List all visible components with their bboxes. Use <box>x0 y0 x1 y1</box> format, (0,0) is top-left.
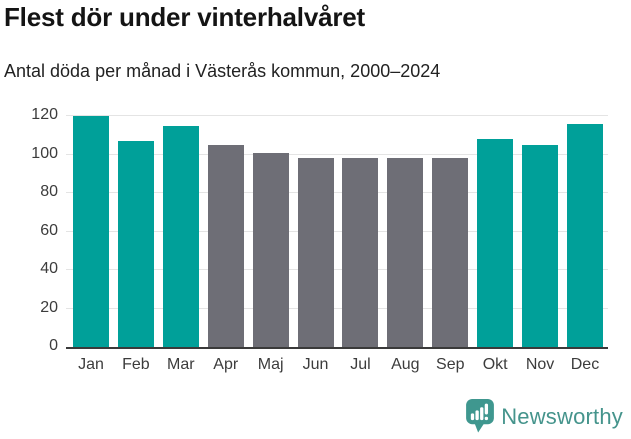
bar-sep <box>432 158 469 347</box>
bar-aug <box>387 158 424 347</box>
chart-subtitle: Antal döda per månad i Västerås kommun, … <box>4 61 441 81</box>
x-axis: Jan Feb Mar Apr Maj Jun Jul Aug Sep Okt Nov Dec <box>66 356 608 374</box>
gridline-20 <box>66 307 608 309</box>
bar-jun <box>297 158 334 347</box>
x-tick-label-sep: Sep <box>436 356 465 373</box>
x-tick-label-dec: Dec <box>570 356 600 373</box>
y-tick-label-20: 20 <box>40 298 58 316</box>
y-axis: 0 20 40 60 80 100 120 <box>0 106 58 354</box>
y-tick-label-100: 100 <box>31 144 58 162</box>
bar-feb <box>117 141 154 347</box>
x-tick-label-feb: Feb <box>122 356 150 373</box>
gridline-80 <box>66 192 608 193</box>
x-tick-label-jan: Jan <box>78 356 104 373</box>
x-tick-label-mar: Mar <box>167 356 195 373</box>
bar-okt <box>477 139 514 347</box>
bar-jan <box>73 116 109 347</box>
bar-maj <box>252 152 289 347</box>
x-tick-label-jun: Jun <box>302 356 329 373</box>
newsworthy-brand-text: Newsworthy <box>501 403 623 429</box>
bar-nov <box>522 144 559 347</box>
gridline-120 <box>66 115 608 116</box>
bar-dec <box>566 123 603 347</box>
bar-mar <box>162 125 199 347</box>
x-tick-label-nov: Nov <box>525 356 555 373</box>
chart-title: Flest dör under vinterhalvåret <box>4 2 365 32</box>
x-tick-label-jul: Jul <box>350 356 371 373</box>
x-tick-label-okt: Okt <box>482 356 508 373</box>
x-tick-label-maj: Maj <box>257 356 284 373</box>
y-tick-label-40: 40 <box>40 260 58 277</box>
y-tick-label-120: 120 <box>31 106 58 123</box>
x-tick-label-aug: Aug <box>391 356 420 373</box>
y-tick-label-0: 0 <box>49 337 58 354</box>
newsworthy-speech-bubble-bar-chart-icon <box>466 399 495 434</box>
plot-area <box>66 115 608 349</box>
newsworthy-logo[interactable]: Newsworthy <box>466 399 623 434</box>
bar-jul <box>342 158 379 347</box>
gridline-60 <box>66 230 608 232</box>
y-tick-label-60: 60 <box>40 221 58 239</box>
bar-apr <box>207 144 244 347</box>
y-tick-label-80: 80 <box>40 183 58 200</box>
x-tick-label-apr: Apr <box>213 356 239 373</box>
bars-layer <box>66 116 608 347</box>
gridline-40 <box>66 269 608 270</box>
gridline-100 <box>66 153 608 155</box>
